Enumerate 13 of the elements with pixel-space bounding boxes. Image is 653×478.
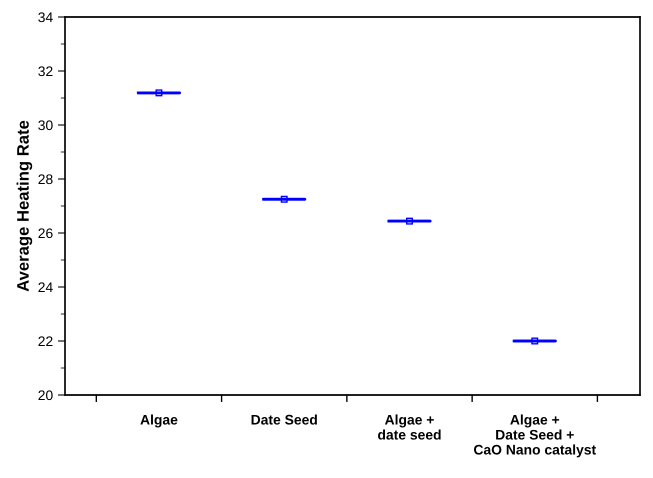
y-tick-label: 24 (38, 282, 53, 292)
y-tick-label: 22 (38, 336, 52, 346)
y-tick-label: 20 (38, 390, 53, 400)
x-tick-label: Algae + Date Seed + CaO Nano catalyst (474, 414, 596, 458)
y-tick-label: 30 (38, 120, 53, 130)
y-tick-label: 26 (38, 228, 53, 238)
y-tick-label: 28 (38, 174, 53, 184)
y-axis-title: Average Heating Rate (16, 120, 32, 292)
x-tick-label: Date Seed (252, 414, 317, 425)
x-tick-label: Algae + date seed (378, 414, 441, 440)
x-tick-label: Algae (140, 414, 178, 428)
y-tick-label: 32 (38, 66, 52, 76)
y-tick-label: 34 (38, 12, 53, 22)
